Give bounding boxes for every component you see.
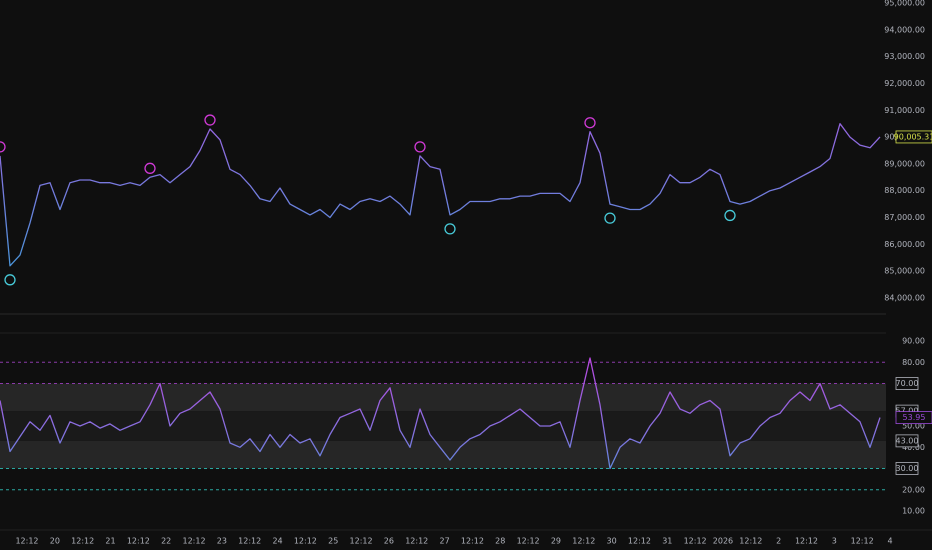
y-tick-label: 87,000.00 <box>884 213 925 222</box>
y-tick-label: 92,000.00 <box>884 79 925 88</box>
x-tick-label: 12:12 <box>684 537 707 546</box>
x-tick-label: 12:12 <box>461 537 484 546</box>
y-tick-label: 88,000.00 <box>884 186 925 195</box>
x-tick-label: 28 <box>495 537 505 546</box>
level-label: 57.00 <box>896 407 919 416</box>
low-marker <box>724 209 736 222</box>
last-value-label: 90,005.31 <box>894 132 932 141</box>
x-tick-label: 12:12 <box>294 537 317 546</box>
y-tick-label: 84,000.00 <box>884 294 925 303</box>
y-tick-label: 93,000.00 <box>884 52 925 61</box>
x-tick-label: 30 <box>607 537 617 546</box>
level-label: 43.00 <box>896 436 919 445</box>
x-tick-label: 12:12 <box>350 537 373 546</box>
x-tick-label: 2 <box>776 537 781 546</box>
y-tick-label: 90.00 <box>902 337 925 346</box>
high-marker <box>204 114 216 126</box>
y-tick-label: 50.00 <box>902 422 925 431</box>
x-tick-label: 26 <box>384 537 394 546</box>
level-label-box <box>895 434 919 448</box>
y-tick-label: 95,000.00 <box>884 0 925 8</box>
y-tick-label: 89,000.00 <box>884 159 925 168</box>
x-tick-label: 2026 <box>713 537 733 546</box>
low-marker <box>444 223 456 235</box>
x-tick-label: 31 <box>662 537 672 546</box>
x-tick-label: 12:12 <box>795 537 818 546</box>
y-tick-label: 85,000.00 <box>884 267 925 276</box>
series-line <box>0 123 881 267</box>
series-line <box>0 357 881 470</box>
x-tick-label: 12:12 <box>628 537 651 546</box>
y-tick-label: 86,000.00 <box>884 240 925 249</box>
x-tick-label: 12:12 <box>127 537 150 546</box>
x-tick-label: 12:12 <box>851 537 874 546</box>
level-label-box <box>895 462 919 475</box>
x-tick-label: 24 <box>272 537 282 546</box>
y-tick-label: 20.00 <box>902 485 925 494</box>
x-tick-label: 12:12 <box>517 537 540 546</box>
low-marker <box>4 274 16 286</box>
level-label: 70.00 <box>896 379 919 388</box>
x-tick-label: 12:12 <box>739 537 762 546</box>
x-tick-label: 23 <box>217 537 227 546</box>
x-tick-label: 21 <box>105 537 115 546</box>
x-tick-label: 12:12 <box>71 537 94 546</box>
x-tick-label: 25 <box>328 537 338 546</box>
x-tick-label: 3 <box>832 537 837 546</box>
x-tick-label: 22 <box>161 537 171 546</box>
high-marker <box>414 141 426 153</box>
x-tick-label: 12:12 <box>238 537 261 546</box>
high-marker <box>584 117 596 129</box>
y-tick-label: 80.00 <box>902 358 925 367</box>
level-label: 30.00 <box>896 464 919 473</box>
x-tick-label: 12:12 <box>405 537 428 546</box>
last-value-label: 53.95 <box>903 413 926 422</box>
last-value-box <box>895 130 932 144</box>
x-tick-label: 27 <box>439 537 449 546</box>
band <box>0 383 886 412</box>
high-marker <box>144 162 156 174</box>
level-label-box <box>895 377 919 390</box>
x-tick-label: 12:12 <box>183 537 206 546</box>
y-tick-label: 10.00 <box>902 507 925 516</box>
x-tick-label: 12:12 <box>15 537 38 546</box>
x-tick-label: 4 <box>887 537 892 546</box>
x-tick-label: 29 <box>551 537 561 546</box>
y-tick-label: 94,000.00 <box>884 25 925 34</box>
x-tick-label: 20 <box>50 537 60 546</box>
x-tick-label: 12:12 <box>572 537 595 546</box>
last-value-box <box>895 411 932 425</box>
low-marker <box>604 212 616 224</box>
mid-band <box>0 411 886 441</box>
y-tick-label: 91,000.00 <box>884 106 925 115</box>
high-marker <box>0 141 6 153</box>
band <box>0 440 886 469</box>
